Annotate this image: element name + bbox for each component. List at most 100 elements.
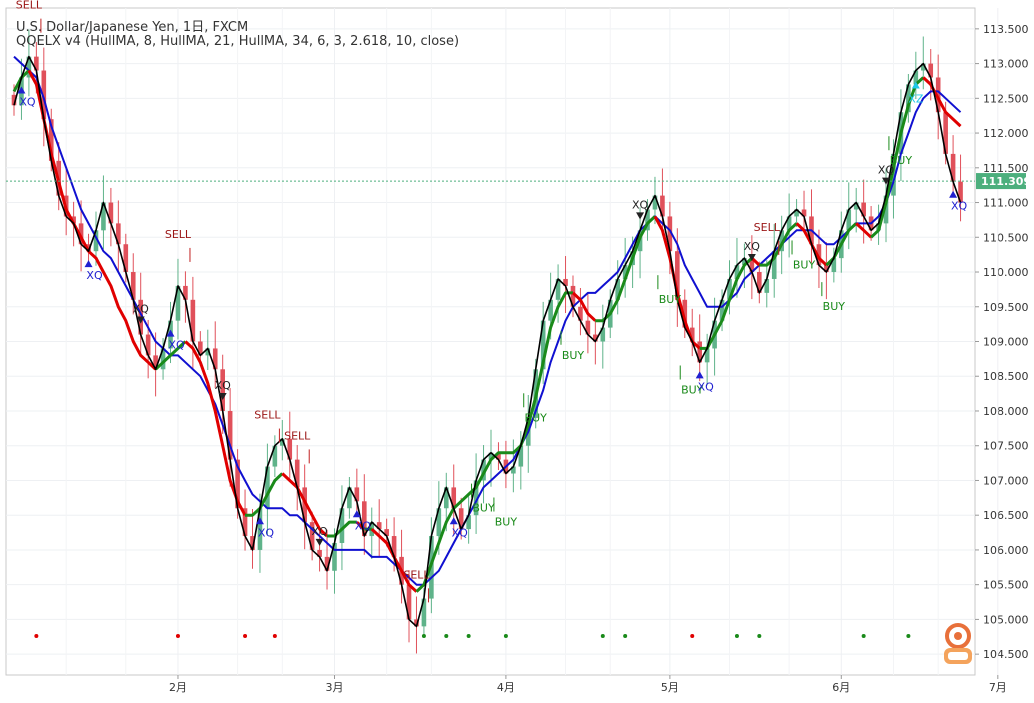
candle-body bbox=[361, 501, 367, 537]
last-price-label: 111.309 bbox=[981, 175, 1031, 188]
candle-body bbox=[935, 77, 941, 113]
candle-body bbox=[779, 230, 784, 252]
price-label: 106.000 bbox=[983, 544, 1029, 557]
candle-body bbox=[473, 480, 479, 516]
time-label: 3月 bbox=[325, 681, 343, 694]
candle-body bbox=[26, 56, 32, 78]
price-label: 110.500 bbox=[983, 231, 1029, 244]
candle-body bbox=[675, 251, 680, 300]
candle-body bbox=[593, 334, 598, 342]
price-label: 109.000 bbox=[983, 336, 1029, 349]
candle-body bbox=[339, 508, 345, 543]
candle-body bbox=[436, 508, 442, 537]
candle-body bbox=[101, 202, 106, 231]
candle-body bbox=[406, 584, 412, 620]
candle-body bbox=[913, 70, 919, 85]
time-label: 5月 bbox=[661, 681, 679, 694]
xq-down-label: XQ bbox=[632, 198, 649, 211]
candle-body bbox=[466, 515, 471, 530]
candle-body bbox=[41, 70, 47, 120]
candle-body bbox=[391, 536, 397, 557]
candle-body bbox=[771, 251, 777, 279]
xq-down-label: XQ bbox=[1027, 0, 1034, 3]
price-label: 112.000 bbox=[983, 127, 1029, 140]
candle-body bbox=[421, 598, 427, 627]
sell-signal-label: SELL bbox=[254, 409, 281, 422]
buy-signal-label: BUY bbox=[562, 349, 585, 362]
candle-body bbox=[615, 278, 621, 300]
xq-down-label: XQ bbox=[215, 379, 232, 392]
price-label: 107.500 bbox=[983, 440, 1029, 453]
signal-dot bbox=[34, 634, 39, 638]
xq-up-marker bbox=[255, 517, 264, 525]
candle-body bbox=[294, 459, 300, 488]
fast-hma-segment bbox=[27, 69, 157, 371]
signal-dot bbox=[466, 634, 471, 638]
xq-up-label: XQ bbox=[86, 269, 103, 282]
buy-signal-label: BUY bbox=[890, 154, 913, 167]
candle-body bbox=[302, 487, 307, 523]
candle-body bbox=[71, 216, 76, 224]
candle-body bbox=[145, 334, 151, 356]
sell-signal-label: SELL bbox=[16, 0, 43, 12]
price-label: 107.000 bbox=[983, 474, 1029, 487]
candle-body bbox=[570, 285, 576, 307]
price-label: 111.000 bbox=[983, 197, 1029, 210]
candle-body bbox=[958, 181, 963, 203]
last-price-badge bbox=[976, 173, 1026, 190]
candle-body bbox=[116, 223, 121, 245]
signal-dot bbox=[690, 634, 695, 638]
fast-hma-segment bbox=[154, 340, 187, 371]
sell-signal-label: SELL bbox=[284, 429, 311, 442]
candle-body bbox=[123, 244, 129, 273]
xq-up-label: XQ bbox=[951, 200, 968, 213]
candle-body bbox=[242, 508, 248, 537]
candle-body bbox=[108, 202, 114, 224]
close-line bbox=[13, 55, 962, 628]
symbol-title: U.S. Dollar/Japanese Yen, 1日, FXCM bbox=[16, 20, 249, 35]
fast-hma-segment bbox=[750, 257, 761, 267]
candle-body bbox=[786, 216, 792, 231]
xq-up-label: XQ bbox=[168, 339, 185, 352]
candle-body bbox=[853, 202, 859, 210]
xq-up-label: XQ bbox=[19, 95, 36, 108]
xq-up-label: XQ bbox=[452, 526, 469, 539]
fast-hma-segment bbox=[571, 291, 597, 322]
candle-body bbox=[585, 320, 591, 335]
candle-body bbox=[943, 112, 948, 154]
xq-down-label: XQ bbox=[878, 164, 895, 177]
candle-body bbox=[317, 549, 322, 557]
buy-signal-label: BUY bbox=[823, 300, 846, 313]
sell-signal-label: SELL bbox=[754, 221, 781, 234]
candle-body bbox=[928, 63, 934, 78]
candle-body bbox=[950, 153, 956, 182]
signal-dot bbox=[734, 634, 739, 638]
indicator-title: QQELX v4 (HullMA, 8, HullMA, 21, HullMA,… bbox=[16, 34, 460, 49]
price-label: 108.500 bbox=[983, 370, 1029, 383]
candle-body bbox=[883, 195, 889, 224]
xq-down-label: XQ bbox=[133, 303, 150, 316]
signal-dot bbox=[272, 634, 277, 638]
price-label: 109.500 bbox=[983, 301, 1029, 314]
signal-dot bbox=[861, 634, 866, 638]
xq-down-marker bbox=[636, 212, 645, 220]
xq-up-label: XQ bbox=[698, 380, 715, 393]
buy-signal-label: BUY bbox=[681, 384, 704, 397]
xz-marker bbox=[911, 81, 920, 89]
candle-body bbox=[48, 119, 54, 161]
candle-body bbox=[801, 209, 807, 217]
xq-down-marker bbox=[218, 392, 227, 400]
candle-body bbox=[846, 209, 852, 231]
candle-body bbox=[742, 258, 747, 266]
xq-up-label: XQ bbox=[355, 519, 372, 532]
candle-body bbox=[272, 445, 278, 467]
price-label: 105.500 bbox=[983, 579, 1029, 592]
signal-dot bbox=[757, 634, 762, 638]
xq-down-marker bbox=[882, 177, 891, 185]
candle-body bbox=[622, 265, 628, 279]
fast-hma-segment bbox=[825, 222, 858, 267]
candle-body bbox=[235, 459, 240, 509]
candle-body bbox=[198, 341, 203, 356]
fast-hma-segment bbox=[855, 222, 873, 239]
